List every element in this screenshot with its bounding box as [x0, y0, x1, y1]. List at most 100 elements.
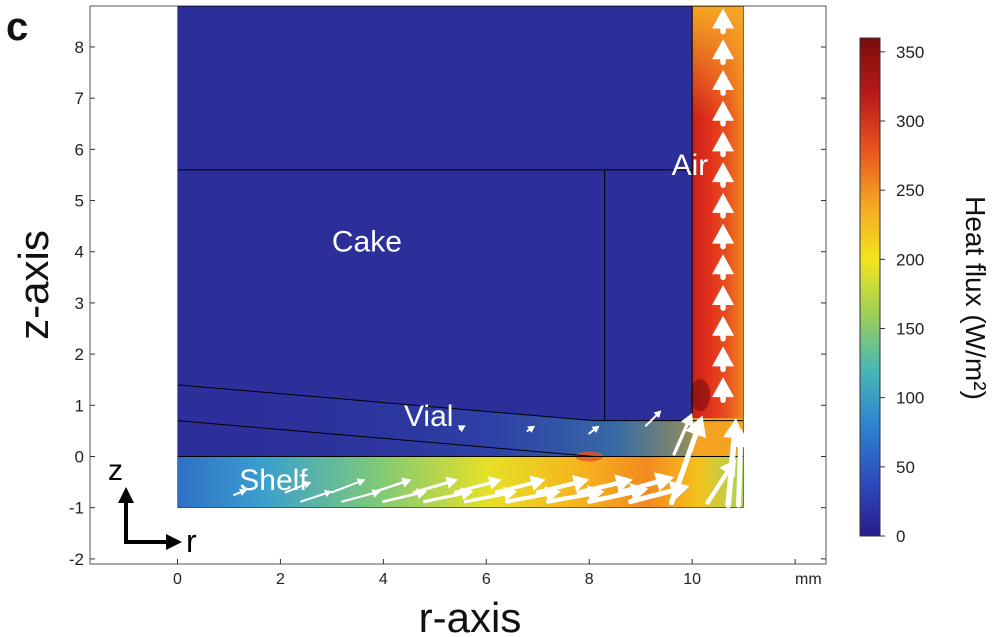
flux-arrow — [712, 162, 735, 188]
glyph-r-label: r — [186, 523, 197, 559]
y-tick-label: 8 — [75, 38, 84, 57]
flux-arrow-shaft — [627, 488, 674, 505]
flux-arrow-shaft — [233, 491, 242, 496]
flux-arrow-shaft — [422, 492, 464, 504]
flux-arrow-head — [614, 474, 633, 493]
flux-arrow-head — [712, 315, 735, 336]
flux-arrow-shaft — [588, 428, 595, 435]
flux-arrow-head — [416, 488, 428, 499]
flux-arrow-head — [668, 480, 690, 501]
flux-arrow — [494, 475, 546, 495]
y-tick-label: 1 — [75, 396, 84, 415]
flux-arrow-head — [685, 415, 707, 439]
flux-arrow-head — [356, 478, 366, 487]
flux-arrow-shaft — [526, 428, 531, 432]
flux-arrow — [535, 474, 590, 495]
region-label-cake: Cake — [332, 226, 402, 259]
flux-arrow — [382, 488, 428, 503]
flux-arrow-shaft — [586, 490, 634, 504]
vial-outer-bottom-boundary — [177, 420, 595, 457]
flux-arrow — [457, 425, 466, 433]
colorbar-scale — [859, 37, 881, 537]
flux-arrow-shaft — [494, 481, 534, 495]
flux-arrow-shaft — [382, 492, 419, 503]
flux-arrow-head — [371, 489, 381, 498]
flux-arrow — [712, 69, 735, 96]
flux-arrow — [712, 39, 735, 66]
y-axis-label: z-axis — [10, 230, 57, 340]
flux-arrow-head — [502, 486, 518, 501]
y-tick-label: 4 — [75, 243, 84, 262]
flux-arrow — [504, 485, 561, 504]
coordinate-axes-glyph: z r — [108, 454, 197, 559]
flux-arrow-head — [712, 377, 735, 398]
flux-arrow-head — [712, 69, 735, 90]
y-tick-label: 2 — [75, 345, 84, 364]
x-tick-label: 4 — [379, 571, 388, 588]
colorbar-tick-label: 350 — [896, 43, 924, 62]
flux-arrow-head — [591, 425, 600, 434]
x-tick-label: 2 — [276, 571, 285, 588]
flux-arrow-head — [712, 39, 735, 60]
flux-arrow — [712, 100, 735, 127]
flux-arrow — [588, 425, 600, 435]
region-label-vial: Vial — [404, 400, 453, 433]
flux-arrow — [712, 315, 735, 342]
x-tick-label: 8 — [585, 571, 594, 588]
flux-arrow — [233, 488, 247, 496]
y-tick-label: 5 — [75, 192, 84, 211]
flux-arrow — [712, 346, 735, 373]
flux-arrow — [712, 377, 735, 403]
flux-arrow-head — [712, 131, 735, 152]
flux-arrow-shaft — [545, 492, 591, 504]
flux-arrow-head — [712, 100, 735, 121]
flux-arrow — [712, 285, 735, 311]
flux-arrow — [300, 489, 332, 503]
flux-arrow-head — [730, 428, 751, 448]
flux-arrow-head — [712, 8, 735, 29]
flux-arrow — [341, 489, 381, 503]
flux-arrow-head — [529, 475, 546, 491]
y-tick-label: 6 — [75, 140, 84, 159]
vial-inner-bottom-boundary — [177, 384, 595, 422]
flux-arrow-shaft — [576, 481, 619, 495]
flux-arrow-head — [401, 477, 412, 488]
interior-region — [177, 6, 744, 457]
y-tick-label: -1 — [69, 499, 84, 518]
flux-arrow-head — [712, 192, 735, 213]
flux-arrow-shaft — [736, 444, 743, 508]
colorbar: 0 50 100 150 200 250 300 350 Heat flux (W/m²) — [859, 37, 991, 546]
flux-arrow-head — [239, 488, 247, 496]
flux-arrow-shaft — [644, 414, 658, 427]
flux-arrow — [545, 485, 605, 504]
flux-arrow-shaft — [330, 481, 360, 494]
colorbar-tick-label: 150 — [896, 320, 924, 339]
colorbar-tick-label: 0 — [896, 527, 905, 546]
colorbar-tick-label: 300 — [896, 112, 924, 131]
flux-arrow — [712, 192, 735, 219]
flux-arrow-head — [654, 472, 675, 492]
flux-arrow — [463, 486, 518, 504]
flux-arrow — [705, 459, 736, 505]
y-tick-label: 7 — [75, 89, 84, 108]
flux-arrow — [644, 410, 662, 427]
flux-arrow — [284, 481, 312, 494]
panel-label: c — [6, 5, 28, 49]
colorbar-ticks: 0 50 100 150 200 250 300 350 — [880, 43, 924, 546]
y-tick-label: -2 — [69, 550, 84, 569]
flux-arrow — [672, 412, 694, 456]
flux-arrow-head — [457, 425, 466, 433]
colorbar-tick-label: 50 — [896, 458, 915, 477]
flux-arrow-head — [653, 410, 662, 419]
flux-arrow — [712, 223, 735, 250]
flux-arrow-head — [460, 487, 474, 501]
x-tick-label: 6 — [482, 571, 491, 588]
flux-arrow-head — [719, 459, 736, 478]
flux-arrow-head — [712, 162, 735, 183]
flux-arrow-shaft — [535, 481, 577, 495]
flux-arrow-shaft — [504, 492, 549, 504]
flux-arrow-head — [680, 412, 694, 428]
flux-arrow — [712, 8, 735, 35]
flux-arrow-head — [303, 481, 312, 489]
